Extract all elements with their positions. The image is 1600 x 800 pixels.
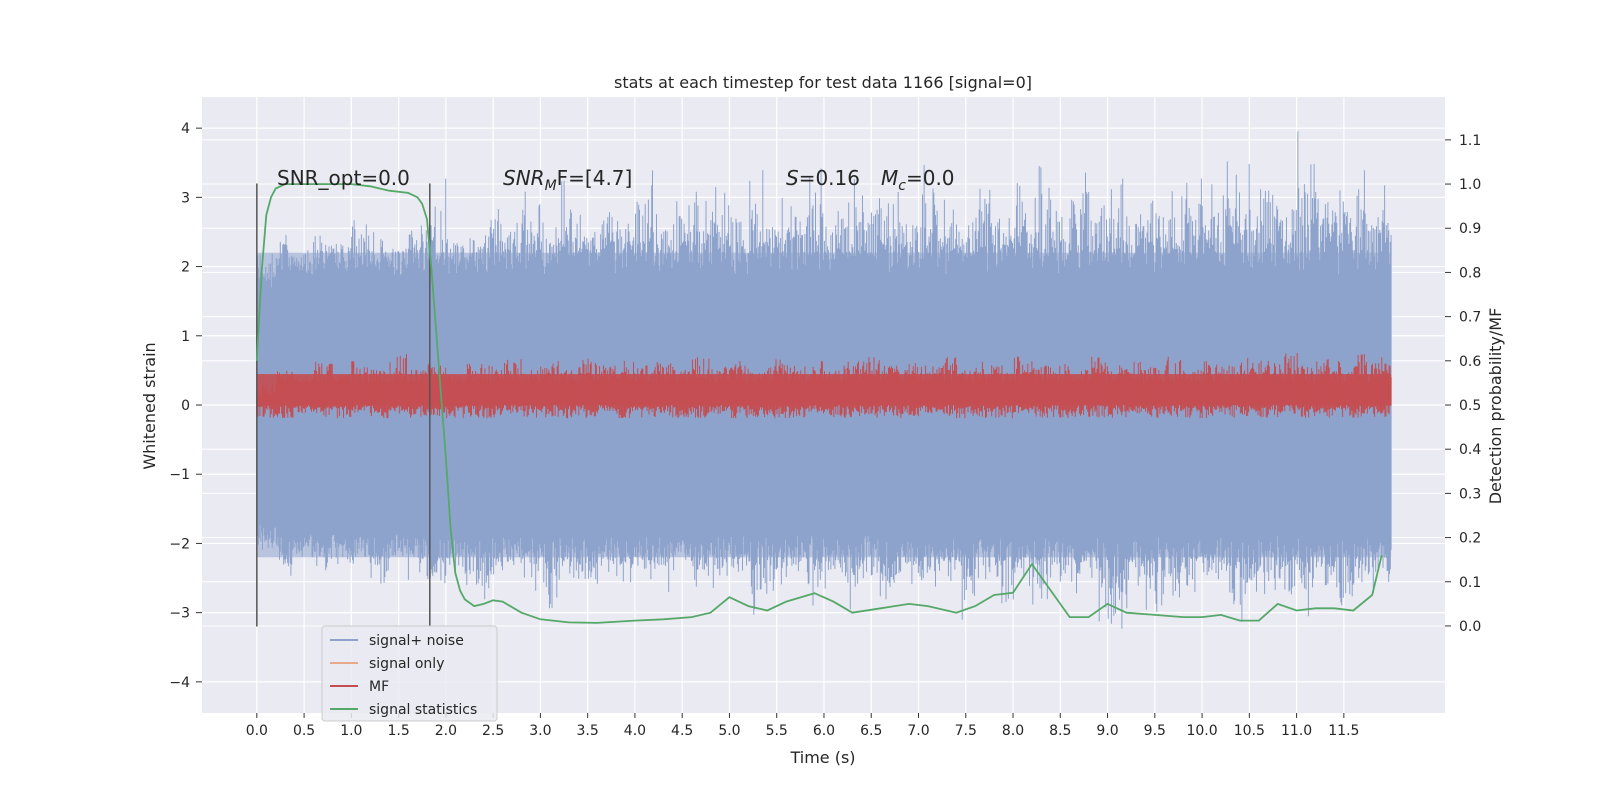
legend-label-signal-noise: signal+ noise — [369, 633, 464, 649]
x-tick-label-16: 8.0 — [1002, 723, 1024, 739]
x-tick-label-7: 3.5 — [577, 723, 599, 739]
x-tick-label-20: 10.0 — [1186, 723, 1217, 739]
x-tick-label-21: 10.5 — [1234, 723, 1265, 739]
x-tick-label-15: 7.5 — [955, 723, 977, 739]
y2-tick-label-3: 0.3 — [1459, 486, 1481, 502]
legend-label-signal-statistics: signal statistics — [369, 702, 477, 718]
x-tick-label-14: 7.0 — [907, 723, 929, 739]
y-tick-label-0: −4 — [169, 675, 190, 691]
legend: signal+ noise signal only MF signal stat… — [321, 625, 498, 722]
x-axis: 0.0 0.5 1.0 1.5 2.0 2.5 3.0 3.5 4.0 4.5 5.0 5.5 6.0 6… — [246, 713, 1359, 739]
chart-title: stats at each timestep for test data 116… — [614, 73, 1032, 92]
x-tick-label-1: 0.5 — [293, 723, 315, 739]
y2-tick-label-0: 0.0 — [1459, 619, 1481, 635]
y2-axis-label: Detection probability/MF — [1486, 308, 1505, 505]
y2-tick-label-5: 0.5 — [1459, 398, 1481, 414]
x-tick-label-18: 9.0 — [1096, 723, 1118, 739]
y2-tick-label-11: 1.1 — [1459, 133, 1481, 149]
x-tick-label-2: 1.0 — [340, 723, 362, 739]
legend-label-signal-only: signal only — [369, 656, 444, 672]
x-tick-label-17: 8.5 — [1049, 723, 1071, 739]
y2-tick-label-7: 0.7 — [1459, 310, 1481, 326]
x-tick-label-11: 5.5 — [766, 723, 788, 739]
legend-box — [321, 625, 498, 722]
y2-tick-label-10: 1.0 — [1459, 177, 1481, 193]
x-tick-label-19: 9.5 — [1144, 723, 1166, 739]
s-symbol: S — [786, 166, 799, 190]
y2-tick-label-9: 0.9 — [1459, 221, 1481, 237]
y2-tick-label-2: 0.2 — [1459, 531, 1481, 547]
x-tick-label-13: 6.5 — [860, 723, 882, 739]
legend-label-mf: MF — [369, 679, 389, 695]
y-tick-label-3: −1 — [169, 467, 190, 483]
x-tick-label-4: 2.0 — [435, 723, 457, 739]
y-tick-label-6: 2 — [181, 260, 190, 276]
y-tick-label-4: 0 — [181, 398, 190, 414]
snr-mf-base: SNR — [503, 166, 545, 190]
mc-base: M — [881, 166, 898, 190]
series-signal-statistics-line — [255, 183, 1383, 624]
annotation-snr-mf: SNRMF=[4.7] — [503, 166, 632, 194]
y2-tick-label-1: 0.1 — [1459, 575, 1481, 591]
s-value: =0.16 — [799, 166, 860, 190]
annotation-mc: Mc=0.0 — [881, 166, 955, 194]
x-tick-label-10: 5.0 — [718, 723, 740, 739]
y-axis-left: −4 −3 −2 −1 0 1 2 3 4 — [169, 121, 202, 691]
mc-value: =0.0 — [906, 166, 955, 190]
mc-subscript: c — [898, 178, 906, 194]
snr-mf-rest: F=[4.7] — [557, 166, 633, 190]
x-tick-label-5: 2.5 — [482, 723, 504, 739]
x-tick-label-0: 0.0 — [246, 723, 268, 739]
x-tick-label-22: 11.0 — [1281, 723, 1312, 739]
y-tick-label-2: −2 — [169, 536, 190, 552]
x-tick-label-9: 4.5 — [671, 723, 693, 739]
y2-tick-label-4: 0.4 — [1459, 442, 1481, 458]
x-tick-label-6: 3.0 — [529, 723, 551, 739]
y-tick-label-1: −3 — [169, 606, 190, 622]
x-tick-label-12: 6.0 — [813, 723, 835, 739]
x-tick-label-23: 11.5 — [1328, 723, 1359, 739]
y-tick-label-5: 1 — [181, 329, 190, 345]
x-tick-label-3: 1.5 — [387, 723, 409, 739]
y2-tick-label-8: 0.8 — [1459, 265, 1481, 281]
y-tick-label-7: 3 — [181, 190, 190, 206]
annotation-snr-opt: SNR_opt=0.0 — [277, 166, 410, 190]
y-tick-label-8: 4 — [181, 121, 190, 137]
annotation-s: S=0.16 — [786, 166, 860, 190]
x-tick-label-8: 4.0 — [624, 723, 646, 739]
snr-mf-subscript: M — [545, 178, 557, 194]
y-axis-right: 0.0 0.1 0.2 0.3 0.4 0.5 0.6 0.7 0.8 0.9 1.0 1.1 — [1445, 133, 1481, 635]
y2-tick-label-6: 0.6 — [1459, 354, 1481, 370]
y-axis-label: Whitened strain — [140, 342, 159, 469]
x-axis-label: Time (s) — [789, 748, 855, 767]
